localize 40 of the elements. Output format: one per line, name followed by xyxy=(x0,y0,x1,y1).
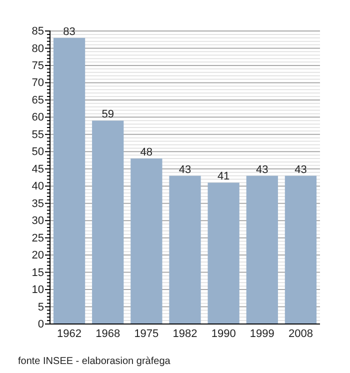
y-tick-label: 10 xyxy=(32,284,44,296)
y-tick-label: 35 xyxy=(32,198,44,210)
bar xyxy=(284,176,317,324)
y-tick-label: 25 xyxy=(32,232,44,244)
bar xyxy=(130,158,162,324)
x-tick-label: 1999 xyxy=(250,328,274,340)
y-tick-label: 65 xyxy=(32,94,44,106)
bar xyxy=(208,182,240,324)
y-tick-label: 75 xyxy=(32,60,44,72)
y-tick-label: 45 xyxy=(32,163,44,176)
y-tick-label: 80 xyxy=(32,42,44,55)
x-tick-label: 1962 xyxy=(57,328,82,340)
bar xyxy=(92,120,124,324)
data-label: 83 xyxy=(63,26,76,38)
bar xyxy=(169,176,201,324)
y-tick-label: 55 xyxy=(32,128,44,141)
source-note: fonte INSEE - elaborasion gràfega xyxy=(18,356,171,367)
data-label: 59 xyxy=(102,108,114,121)
y-tick-label: 5 xyxy=(38,301,44,314)
y-tick-label: 60 xyxy=(32,112,44,124)
x-tick-label: 1968 xyxy=(96,328,120,340)
bar xyxy=(53,38,86,324)
y-tick-label: 40 xyxy=(32,180,44,193)
data-label: 48 xyxy=(140,146,153,159)
x-tick-label: 1990 xyxy=(211,328,236,340)
y-tick-label: 15 xyxy=(32,266,44,279)
y-tick-label: 0 xyxy=(38,318,44,331)
x-tick-label: 2008 xyxy=(288,328,313,340)
data-label: 41 xyxy=(217,170,230,183)
data-label: 43 xyxy=(256,164,268,176)
y-tick-label: 30 xyxy=(32,215,44,228)
data-label: 43 xyxy=(294,164,307,176)
bar xyxy=(246,176,278,324)
y-tick-label: 50 xyxy=(32,146,44,158)
y-tick-label: 70 xyxy=(32,77,44,90)
data-label: 43 xyxy=(178,164,192,176)
y-tick-label: 20 xyxy=(32,250,44,262)
y-tick-label: 85 xyxy=(32,26,44,38)
x-tick-label: 1975 xyxy=(134,328,159,340)
x-tick-label: 1982 xyxy=(172,328,198,340)
